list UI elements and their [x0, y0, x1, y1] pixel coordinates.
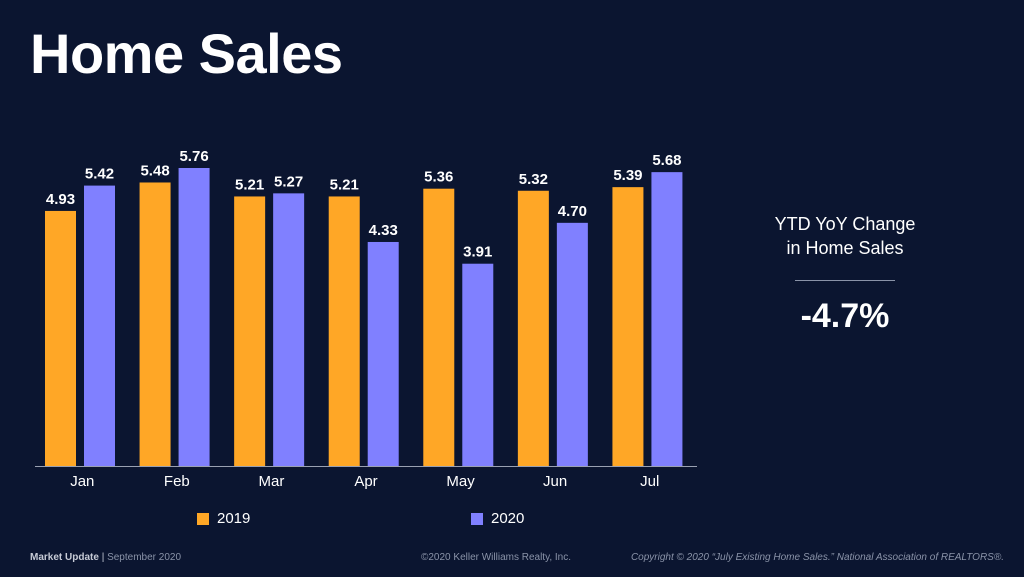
bar-2019-feb: [139, 182, 171, 466]
footer-center: ©2020 Keller Williams Realty, Inc.: [421, 552, 572, 563]
bar-2020-feb: [178, 168, 210, 466]
data-label-2019-mar: 5.21: [235, 176, 264, 193]
legend-label-2019: 2019: [217, 510, 251, 527]
data-label-2019-apr: 5.21: [330, 176, 359, 193]
bar-2019-apr: [328, 196, 360, 466]
bar-2019-may: [423, 188, 455, 466]
legend-swatch-2019: [197, 512, 209, 525]
x-tick-label-feb: Feb: [164, 473, 190, 490]
x-tick-label-mar: Mar: [259, 473, 285, 490]
x-tick-label-jun: Jun: [543, 473, 567, 490]
kpi-value: -4.7%: [800, 297, 890, 335]
bar-2020-jul: [651, 172, 683, 466]
kpi-label-line2: in Home Sales: [786, 238, 904, 258]
bar-2019-mar: [234, 196, 266, 466]
legend-label-2020: 2020: [491, 510, 525, 527]
data-label-2019-jan: 4.93: [46, 191, 75, 208]
legend-item-2020: 2020: [471, 510, 524, 527]
data-label-2019-may: 5.36: [424, 169, 453, 186]
x-tick-label-may: May: [446, 473, 475, 490]
x-tick-label-apr: Apr: [354, 473, 377, 490]
data-label-2020-mar: 5.27: [274, 173, 303, 190]
data-label-2020-jul: 5.68: [652, 152, 681, 169]
footer-right: Copyright © 2020 “July Existing Home Sal…: [630, 552, 1004, 563]
data-label-2019-feb: 5.48: [140, 162, 169, 179]
bar-2020-jun: [556, 222, 588, 466]
bar-2020-mar: [273, 193, 305, 466]
footer-separator: |: [101, 552, 105, 563]
data-label-2020-feb: 5.76: [179, 148, 208, 165]
footer-left: Market Update | September 2020: [30, 552, 181, 563]
data-label-2020-jun: 4.70: [558, 203, 587, 220]
data-label-2019-jun: 5.32: [519, 171, 548, 188]
bar-2020-apr: [367, 241, 399, 466]
page-title: Home Sales: [30, 22, 343, 85]
x-tick-label-jul: Jul: [640, 473, 659, 490]
legend-item-2019: 2019: [197, 510, 250, 527]
legend-swatch-2020: [471, 512, 483, 525]
bar-2019-jun: [517, 190, 549, 466]
kpi-panel: YTD YoY Change in Home Sales -4.7%: [765, 212, 925, 336]
bar-2020-jan: [84, 185, 115, 466]
kpi-divider: [795, 280, 895, 281]
footer-market-update: Market Update: [30, 552, 99, 563]
data-label-2020-apr: 4.33: [369, 222, 398, 239]
data-label-2019-jul: 5.39: [613, 167, 642, 184]
footer-date: September 2020: [107, 552, 182, 563]
data-label-2020-may: 3.91: [463, 244, 492, 261]
bar-2019-jul: [612, 187, 644, 466]
bar-2019-jan: [45, 210, 76, 466]
data-label-2020-jan: 5.42: [85, 166, 114, 183]
kpi-label-line1: YTD YoY Change: [774, 214, 916, 234]
x-tick-label-jan: Jan: [70, 473, 94, 490]
bar-2020-may: [462, 263, 494, 466]
